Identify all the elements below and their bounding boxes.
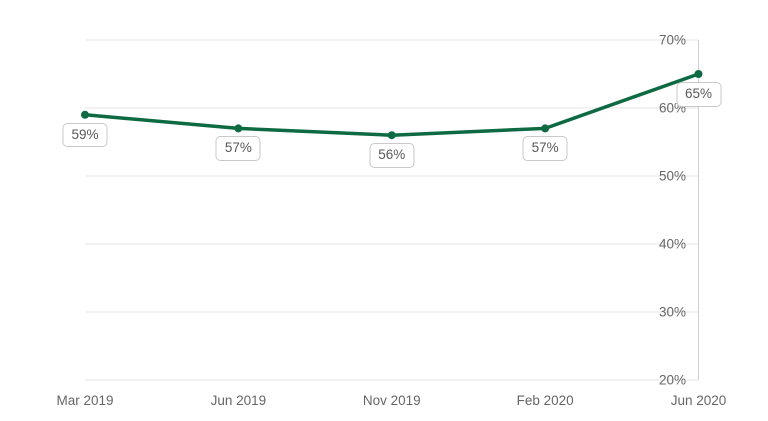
y-tick-label: 50% (659, 169, 686, 184)
series-line (83, 72, 701, 137)
data-point-marker[interactable] (234, 124, 243, 133)
data-point-marker[interactable] (81, 110, 89, 119)
x-tick-label: Mar 2019 (56, 393, 113, 408)
data-label: 65% (675, 82, 722, 107)
data-label: 57% (215, 136, 261, 161)
data-point-marker[interactable] (694, 70, 703, 78)
y-tick-label: 40% (659, 237, 686, 252)
x-tick-label: Feb 2020 (517, 393, 574, 408)
data-point-marker[interactable] (387, 131, 396, 140)
x-tick-label: Jun 2020 (671, 393, 727, 408)
y-tick-label: 70% (659, 33, 686, 48)
data-label: 57% (522, 136, 568, 161)
x-tick-label: Jun 2019 (211, 393, 267, 408)
data-point-marker[interactable] (541, 124, 550, 133)
x-tick-label: Nov 2019 (363, 393, 421, 408)
data-label: 59% (62, 122, 108, 148)
y-tick-label: 20% (659, 373, 686, 388)
y-tick-label: 30% (659, 305, 686, 320)
data-label: 56% (369, 143, 415, 168)
